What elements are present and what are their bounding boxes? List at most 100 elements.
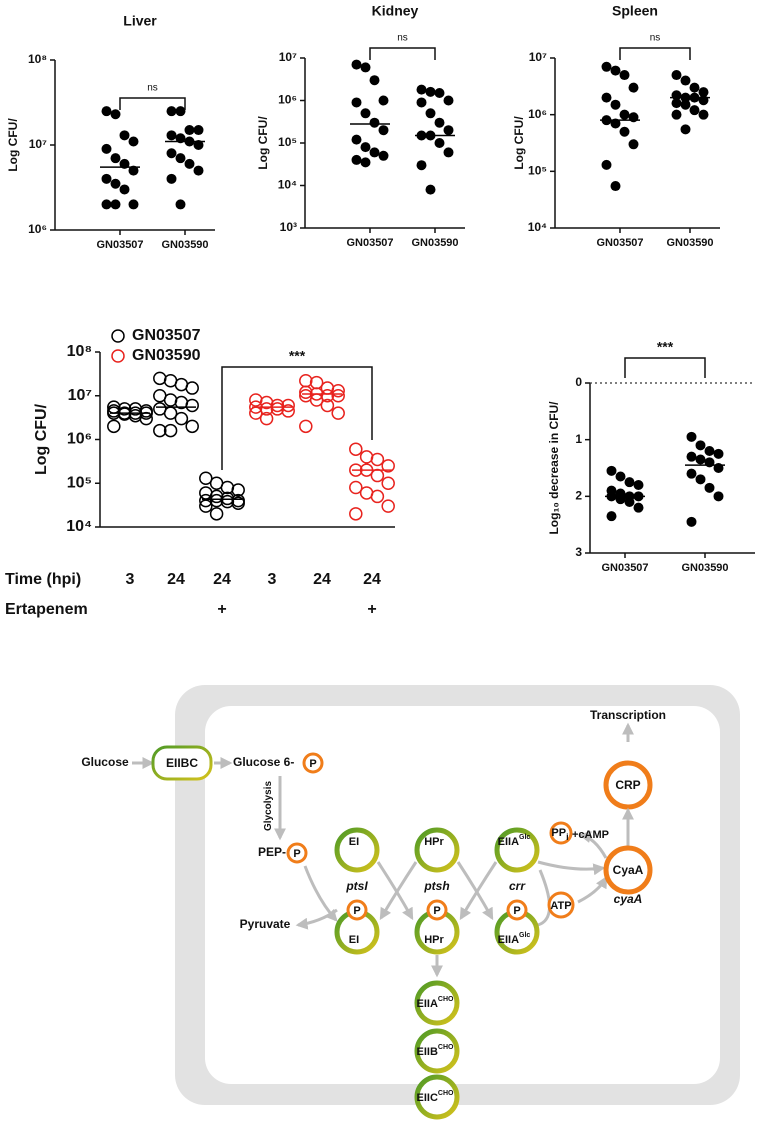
x-tick-label: 24 [363,571,381,588]
diagram-label: EIIAGlc [498,834,531,848]
data-point [378,95,389,106]
x-tick-label: GN03590 [666,237,713,249]
label-text: Glucose 6- [233,755,294,769]
diagram-label: EIIBCHO [417,1044,455,1058]
label-sup: CHO [438,1090,454,1097]
data-point [369,117,380,128]
phosphate [286,842,308,864]
data-point [270,402,285,416]
x-tick-label: + [217,601,226,618]
data-point [175,199,186,210]
data-point [166,173,177,184]
diagram-label: ATP [550,900,571,912]
diagram-label: EIIBC [166,756,198,770]
label-text: P [433,905,440,917]
protein-ring [494,827,540,873]
data-point [299,385,313,400]
data-point [153,371,167,386]
diagram-label: PEP- [258,845,286,859]
diagram-label: PPi [551,827,568,842]
label-text: ATP [550,900,571,912]
data-point [443,147,454,158]
diagram-label: ptsh [423,879,449,893]
phosphate [426,899,448,921]
data-point [128,199,139,210]
data-point [378,150,389,161]
data-point [416,97,427,108]
significance-bracket [369,47,436,60]
phosphate [302,752,324,774]
data-point [175,106,186,117]
data-point [610,118,621,129]
legend-label: GN03507 [132,327,201,344]
data-point [166,148,177,159]
y-tick-label: 10⁴ [66,518,92,535]
data-point [381,459,395,473]
data-point [281,404,295,418]
x-tick-label: GN03590 [161,239,208,251]
significance-bracket [119,97,186,110]
label-text: EIIA [498,934,519,946]
diagram-label: P [309,758,316,770]
y-tick-label: 10⁸ [67,343,92,360]
arrow [577,875,608,904]
y-tick-label: 10⁶ [28,222,47,236]
atp [547,891,575,919]
data-point [619,70,630,81]
data-point [633,502,644,513]
data-point [220,494,235,509]
label-text: P [513,905,520,917]
data-point [370,452,385,467]
data-point [185,381,199,395]
x-tick-label: GN03507 [601,562,648,574]
diagram-label: CyaA [613,863,644,877]
data-point [101,173,112,184]
label-text: P [309,758,316,770]
label-text: CRP [615,778,640,792]
y-tick-label: 10⁷ [279,50,297,64]
data-point [624,477,635,488]
data-point [107,419,121,434]
y-tick-label: 1 [575,432,582,446]
row-label: Ertapenem [5,601,88,618]
y-tick-label: 10⁶ [67,431,92,448]
data-point [119,130,130,141]
data-point [163,393,178,407]
data-point [628,82,639,93]
data-point [686,468,697,479]
phosphate [346,899,368,921]
data-point [601,92,612,103]
data-point [610,181,621,192]
data-point [299,374,313,388]
data-point [101,106,112,117]
data-point [601,61,612,72]
data-point [101,199,112,210]
data-point [351,134,362,145]
data-point [185,419,199,434]
data-point [601,159,612,170]
data-point [671,70,682,81]
data-point [606,511,617,522]
data-point [624,497,635,507]
data-point [153,423,167,438]
diagram-label: P [513,905,520,917]
data-point [163,423,178,438]
data-point [619,109,630,120]
data-point [174,411,189,426]
data-point [349,480,363,495]
y-tick-label: 10⁷ [68,387,92,404]
data-point [128,136,139,147]
diagram-label: HPr [424,836,444,848]
diagram-label: crr [509,879,526,893]
data-point [680,99,691,110]
data-point [416,84,427,95]
diagram-label: Glycolysis [263,781,274,831]
label-text: EIIBC [166,756,198,770]
data-point [359,450,374,464]
data-point [101,143,112,154]
label-text: HPr [424,934,444,946]
y-tick-label: 10³ [280,220,297,234]
protein-ring [603,845,653,895]
y-axis-label: Log₁₀ decrease in CFU/ [547,401,561,535]
data-point [184,125,195,136]
